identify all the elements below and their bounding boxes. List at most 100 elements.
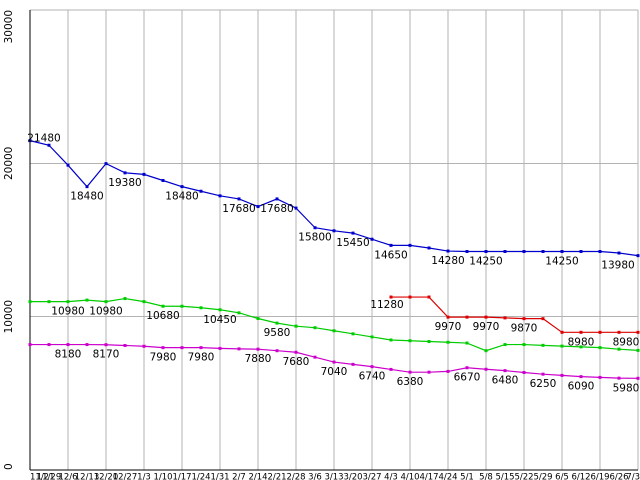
data-point-blue [522,250,526,253]
data-point-magenta [465,366,469,370]
x-axis-tick-label: 6/19 [590,473,609,480]
data-point-red [389,295,393,299]
point-value-label: 6740 [359,371,386,383]
data-point-green [218,308,222,312]
point-value-label: 14250 [469,256,502,268]
data-point-blue [446,249,450,253]
data-point-green [617,347,621,351]
x-axis-tick-label: 6/26 [609,473,628,480]
data-point-green [313,326,317,330]
point-value-label: 15450 [336,237,369,249]
point-value-label: 8180 [55,349,82,361]
point-value-label: 9580 [264,327,291,339]
data-point-blue [294,206,298,210]
data-point-green [541,343,545,347]
data-point-magenta [351,362,355,366]
data-point-magenta [180,346,184,350]
x-axis-tick-label: 6/12 [571,473,590,480]
x-axis-tick-label: 5/29 [533,473,552,480]
data-point-green [370,335,374,339]
data-point-magenta [66,343,70,347]
point-value-label: 9870 [511,323,538,335]
point-value-label: 18480 [165,191,198,203]
data-point-blue [218,194,222,198]
data-point-blue [503,250,507,253]
data-point-green [180,304,184,308]
point-value-label: 7040 [321,366,348,378]
data-point-blue [313,226,317,230]
data-point-magenta [123,343,127,347]
x-axis-tick-label: 12/13 [75,473,100,480]
data-point-blue [85,185,89,189]
point-value-label: 10980 [51,306,84,318]
point-value-label: 8170 [93,349,120,361]
x-axis-tick-label: 6/5 [555,473,569,480]
data-point-magenta [218,346,222,350]
point-value-label: 15800 [298,232,331,244]
y-axis-tick-label: 30000 [3,10,15,43]
data-point-blue [104,162,108,166]
data-point-green [522,343,526,347]
data-point-blue [541,250,545,253]
point-value-label: 7980 [150,352,177,364]
data-point-red [560,330,564,334]
data-point-magenta [522,370,526,374]
data-point-red [636,330,640,334]
x-axis-tick-label: 12/20 [94,473,119,480]
data-point-green [199,306,203,310]
data-point-magenta [256,347,260,351]
x-axis-tick-label: 2/14 [248,473,267,480]
data-point-magenta [28,343,32,347]
data-point-green [237,311,241,315]
point-value-label: 14250 [545,256,578,268]
point-value-label: 9970 [435,321,462,333]
data-point-green [66,300,70,304]
point-value-label: 9970 [473,321,500,333]
x-axis-tick-label: 2/7 [232,473,246,480]
x-axis-tick-label: 4/3 [384,473,398,480]
data-point-blue [199,189,203,193]
data-point-blue [636,254,640,258]
data-point-red [408,295,412,299]
data-point-blue [66,163,70,167]
data-point-magenta [389,367,393,371]
data-point-green [427,340,431,344]
data-point-blue [123,171,127,175]
point-value-label: 14280 [431,255,464,267]
data-point-magenta [199,346,203,350]
x-axis-tick-label: 3/6 [308,473,322,480]
point-value-label: 7680 [283,356,310,368]
x-axis-tick-label: 7/3 [626,473,640,480]
point-value-label: 18480 [70,191,103,203]
data-point-blue [484,250,488,253]
data-point-green [503,343,507,347]
data-point-red [427,295,431,299]
data-point-magenta [47,343,51,347]
data-point-blue [256,205,260,209]
data-point-red [541,317,545,321]
data-point-magenta [370,365,374,369]
data-point-green [85,298,89,302]
data-point-green [389,338,393,342]
data-point-blue [28,139,32,143]
x-axis-tick-label: 5/15 [495,473,514,480]
data-point-blue [370,237,374,241]
x-axis-tick-label: 1/24 [191,473,210,480]
data-point-blue [275,197,279,201]
point-value-label: 5980 [613,382,640,394]
data-point-green [123,297,127,301]
point-value-label: 6670 [454,372,481,384]
data-point-green [294,324,298,328]
data-point-blue [389,243,393,247]
data-point-green [408,339,412,343]
data-point-blue [560,250,564,253]
data-point-green [332,329,336,333]
x-axis-tick-label: 11/29 [37,473,62,480]
data-point-magenta [446,369,450,373]
point-value-label: 11280 [370,299,403,311]
data-point-magenta [560,373,564,377]
data-point-green [598,346,602,350]
data-point-green [161,304,165,308]
